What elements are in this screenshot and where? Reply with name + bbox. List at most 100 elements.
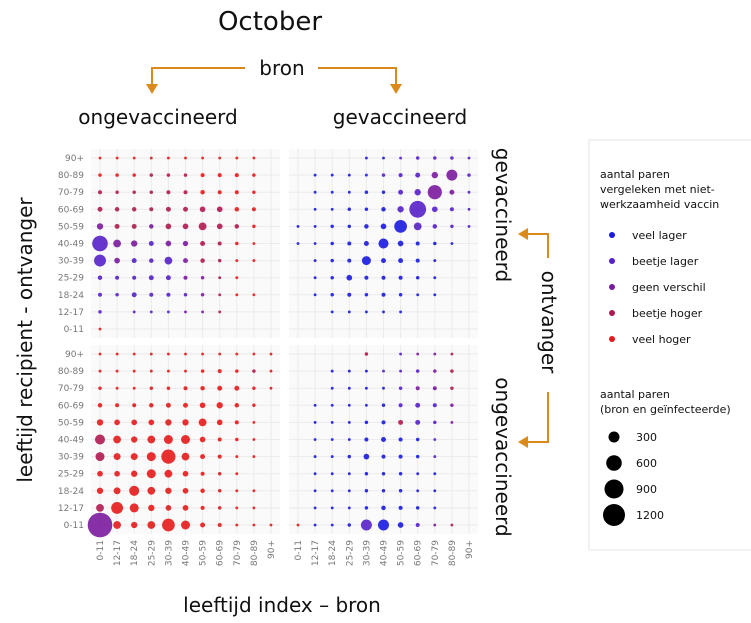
bubble	[148, 241, 154, 246]
bubble	[115, 293, 119, 297]
bubble	[252, 369, 256, 373]
bubble	[398, 489, 403, 493]
bubble	[467, 173, 471, 177]
bubble	[114, 419, 120, 426]
bubble	[115, 156, 119, 160]
bubble	[415, 275, 420, 280]
bubble	[235, 352, 239, 356]
bubble	[432, 224, 438, 229]
bubble	[364, 275, 369, 280]
bubble	[149, 369, 153, 373]
bubble	[235, 156, 239, 160]
bubble	[97, 403, 103, 408]
bubble	[361, 256, 371, 266]
bubble	[252, 455, 256, 459]
bubble	[252, 242, 256, 245]
bubble	[114, 207, 120, 212]
bubble	[199, 402, 206, 409]
bubble	[217, 190, 222, 195]
bubble	[313, 455, 317, 459]
bubble	[181, 452, 190, 461]
bubble	[415, 419, 421, 425]
bubble	[131, 223, 137, 229]
bubble	[148, 275, 154, 281]
bubble	[416, 472, 420, 476]
bubble	[149, 386, 154, 390]
bubble	[200, 385, 205, 391]
bubble	[330, 275, 334, 280]
bubble	[201, 310, 205, 314]
bubble	[149, 207, 154, 212]
legend-swatch	[609, 310, 615, 316]
bubble	[183, 258, 188, 264]
bubble	[200, 488, 205, 494]
bubble	[198, 418, 207, 427]
bubble	[164, 256, 173, 265]
bubble	[217, 241, 222, 246]
bubble	[217, 173, 222, 178]
bubble	[181, 435, 190, 444]
bubble	[414, 189, 421, 196]
bubble	[132, 386, 136, 390]
bubble	[364, 293, 369, 297]
bubble	[330, 472, 334, 476]
bubble	[364, 420, 369, 425]
legend-title: aantal paren	[600, 388, 670, 401]
bubble	[450, 369, 454, 373]
bubble	[218, 310, 222, 314]
bubble	[148, 504, 155, 512]
y-tick-label: 70-79	[58, 188, 84, 198]
bubble	[467, 190, 471, 194]
bubble	[364, 506, 369, 510]
bubble	[113, 521, 121, 529]
bubble	[166, 190, 171, 195]
bubble	[432, 386, 437, 391]
bubble	[380, 223, 387, 230]
bubble	[409, 200, 427, 218]
bubble	[252, 190, 256, 194]
bubble	[161, 449, 176, 464]
bubble	[166, 369, 170, 373]
bubble	[182, 505, 189, 511]
bubble	[415, 172, 421, 178]
bubble	[296, 224, 300, 228]
bubble	[200, 522, 206, 528]
bubble	[183, 206, 188, 212]
bubble	[347, 420, 351, 424]
bubble	[330, 420, 334, 424]
legend-size	[606, 455, 622, 471]
bubble	[201, 352, 205, 356]
bubble	[269, 369, 273, 373]
bubble	[399, 369, 403, 373]
bubble	[147, 435, 156, 444]
bubble	[132, 310, 136, 314]
x-tick-label: 60-69	[216, 540, 226, 566]
bubble	[98, 369, 102, 373]
bubble	[381, 437, 386, 442]
bubble	[347, 310, 351, 314]
bubble	[184, 156, 187, 160]
x-tick-label: 30-39	[362, 540, 372, 566]
bubble	[200, 505, 205, 510]
bubble	[183, 275, 188, 280]
bubble	[165, 240, 172, 247]
bubble	[330, 207, 334, 211]
bubble	[313, 420, 317, 424]
bubble	[234, 190, 239, 195]
bubble	[252, 259, 256, 263]
bubble	[218, 352, 222, 356]
bubble	[183, 190, 188, 195]
bubble	[399, 156, 403, 160]
bubble	[97, 206, 103, 212]
bubble	[398, 258, 404, 264]
bubble	[234, 173, 239, 178]
bubble	[433, 276, 437, 280]
bubble	[97, 292, 103, 297]
bubble	[234, 403, 240, 408]
bubble	[381, 173, 386, 177]
row-header: ongevaccineerd	[491, 377, 515, 536]
bubble	[398, 386, 403, 390]
bubble	[450, 386, 454, 390]
bubble	[381, 403, 386, 408]
source-label: bron	[259, 56, 304, 80]
